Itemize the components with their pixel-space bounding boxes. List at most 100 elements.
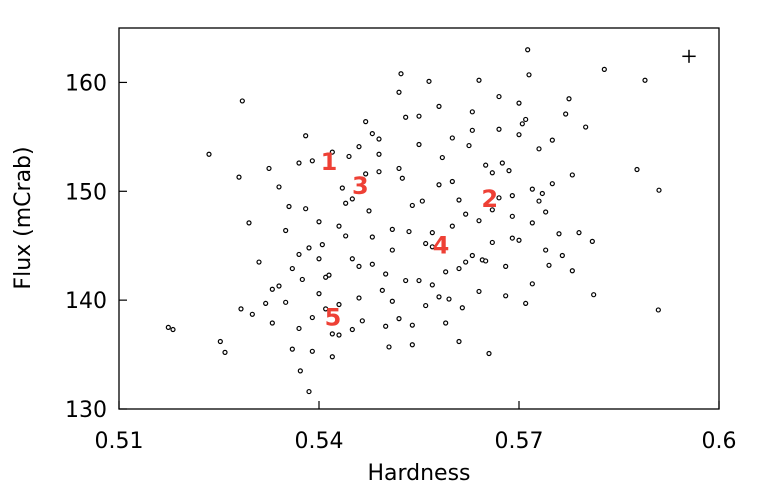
- data-point: [343, 200, 349, 206]
- data-point: [359, 318, 365, 324]
- data-point: [309, 158, 315, 164]
- data-point: [346, 153, 352, 160]
- data-point: [436, 294, 442, 300]
- data-point: [463, 259, 469, 265]
- data-point: [349, 256, 355, 262]
- x-tick-label: 0.57: [495, 429, 544, 454]
- data-point: [576, 230, 582, 236]
- data-point: [276, 184, 282, 190]
- data-point: [489, 239, 495, 246]
- data-point: [499, 160, 505, 166]
- data-point: [496, 126, 502, 132]
- data-point: [316, 219, 322, 225]
- data-point: [239, 98, 245, 104]
- data-point: [516, 132, 522, 138]
- data-point: [383, 271, 389, 277]
- data-point: [269, 286, 275, 292]
- data-point: [529, 281, 535, 287]
- data-point: [165, 324, 171, 330]
- data-point: [509, 213, 515, 219]
- data-point: [296, 325, 302, 332]
- data-point: [238, 306, 244, 312]
- data-point: [339, 185, 345, 191]
- data-point: [306, 245, 312, 251]
- data-point: [634, 166, 640, 173]
- data-point: [456, 265, 462, 272]
- data-point: [486, 350, 492, 357]
- data-point: [376, 136, 382, 142]
- data-point: [569, 172, 575, 178]
- data-point: [363, 119, 369, 125]
- x-tick-label: 0.54: [295, 429, 344, 454]
- data-point: [459, 305, 465, 311]
- data-point: [323, 306, 329, 312]
- data-point: [256, 259, 262, 265]
- data-point: [416, 277, 422, 284]
- data-point: [549, 137, 555, 143]
- data-point: [416, 113, 422, 119]
- data-point: [642, 77, 648, 83]
- data-point: [246, 220, 252, 226]
- data-point: [403, 114, 409, 120]
- data-point: [583, 124, 589, 130]
- data-point: [406, 228, 412, 235]
- data-point: [469, 127, 475, 133]
- data-point: [443, 269, 449, 275]
- data-point: [449, 223, 455, 229]
- y-axis-label: Flux (mCrab): [11, 146, 36, 289]
- data-point: [446, 296, 452, 302]
- data-point: [356, 144, 362, 150]
- data-point: [549, 181, 555, 187]
- y-tick-label: 130: [65, 398, 107, 423]
- data-point: [449, 135, 455, 141]
- data-point: [303, 206, 309, 212]
- data-point: [386, 344, 392, 350]
- x-tick-label: 0.51: [95, 429, 144, 454]
- data-point: [296, 251, 302, 258]
- plot-frame: [118, 27, 720, 410]
- data-point: [369, 130, 375, 137]
- annotation: 4: [433, 232, 450, 260]
- data-point: [170, 326, 176, 333]
- data-point: [326, 272, 332, 278]
- data-point: [249, 311, 255, 317]
- data-point: [403, 277, 409, 284]
- data-point: [496, 93, 502, 100]
- data-point: [283, 299, 289, 305]
- data-point: [316, 291, 322, 297]
- data-point: [336, 223, 342, 229]
- data-point: [476, 218, 482, 224]
- data-point: [523, 300, 529, 307]
- data-point: [222, 349, 228, 355]
- data-point: [503, 293, 509, 299]
- data-point: [329, 149, 335, 155]
- data-point: [456, 338, 462, 345]
- data-point: [366, 208, 372, 214]
- data-point: [349, 196, 355, 202]
- data-point: [536, 146, 542, 152]
- data-point: [591, 292, 597, 298]
- data-point: [396, 89, 402, 95]
- data-point: [343, 233, 349, 239]
- data-point: [329, 331, 335, 337]
- data-point: [426, 78, 432, 84]
- data-point: [569, 268, 575, 274]
- data-point: [601, 66, 607, 72]
- data-point: [483, 162, 489, 168]
- data-point: [509, 235, 515, 241]
- data-point: [396, 165, 402, 172]
- data-point: [556, 231, 562, 237]
- data-point: [526, 72, 532, 78]
- data-point: [416, 141, 422, 148]
- data-point: [476, 288, 482, 295]
- data-point: [516, 100, 522, 106]
- data-point: [509, 193, 515, 199]
- y-tick-label: 150: [65, 180, 107, 205]
- data-point: [363, 171, 369, 177]
- data-point: [563, 111, 569, 117]
- data-point: [376, 151, 382, 157]
- data-point: [423, 240, 429, 247]
- data-point: [589, 238, 595, 244]
- data-point: [289, 346, 295, 352]
- data-point: [309, 314, 315, 321]
